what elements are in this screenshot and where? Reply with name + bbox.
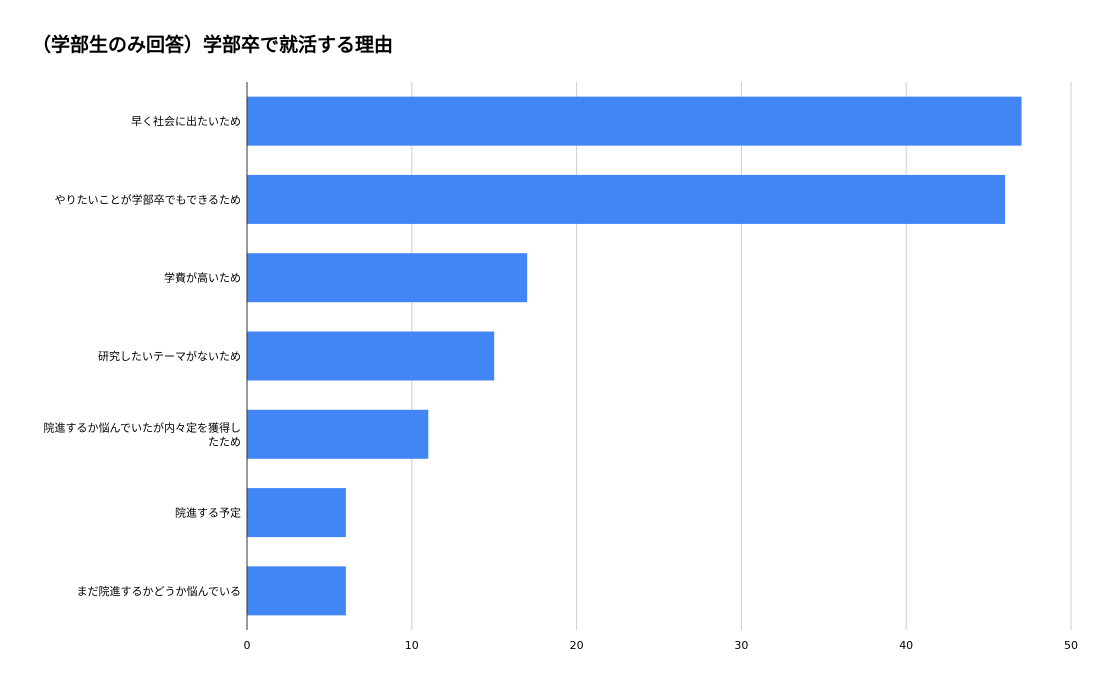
chart-title: （学部生のみ回答）学部卒で就活する理由 <box>32 34 394 56</box>
x-tick-label: 10 <box>405 639 419 652</box>
bar <box>247 174 1006 224</box>
category-label: やりたいことが学部卒でもできるため <box>55 192 241 206</box>
category-label: 研究したいテーマがないため <box>98 349 241 363</box>
category-labels: 早く社会に出たいためやりたいことが学部卒でもできるため学費が高いため研究したいテ… <box>44 114 241 598</box>
x-tick-label: 30 <box>734 639 748 652</box>
bar <box>247 488 346 538</box>
category-label: 学費が高いため <box>164 271 241 285</box>
x-tick-label: 40 <box>899 639 913 652</box>
category-label: 院進する予定 <box>175 506 241 520</box>
category-label: 院進するか悩んでいたが内々定を獲得したため <box>44 420 241 448</box>
category-label: まだ院進するかどうか悩んでいる <box>77 584 241 598</box>
bar <box>247 253 528 303</box>
bar <box>247 409 429 459</box>
bar <box>247 331 495 381</box>
x-tick-label: 0 <box>244 639 251 652</box>
gridlines <box>411 82 1072 630</box>
x-tick-label: 50 <box>1064 639 1078 652</box>
category-label: 早く社会に出たいため <box>131 114 241 128</box>
bar <box>247 96 1022 146</box>
bar <box>247 566 346 616</box>
x-tick-labels: 0 10 20 30 40 50 <box>244 639 1079 652</box>
x-tick-label: 20 <box>570 639 584 652</box>
bars <box>247 96 1022 616</box>
